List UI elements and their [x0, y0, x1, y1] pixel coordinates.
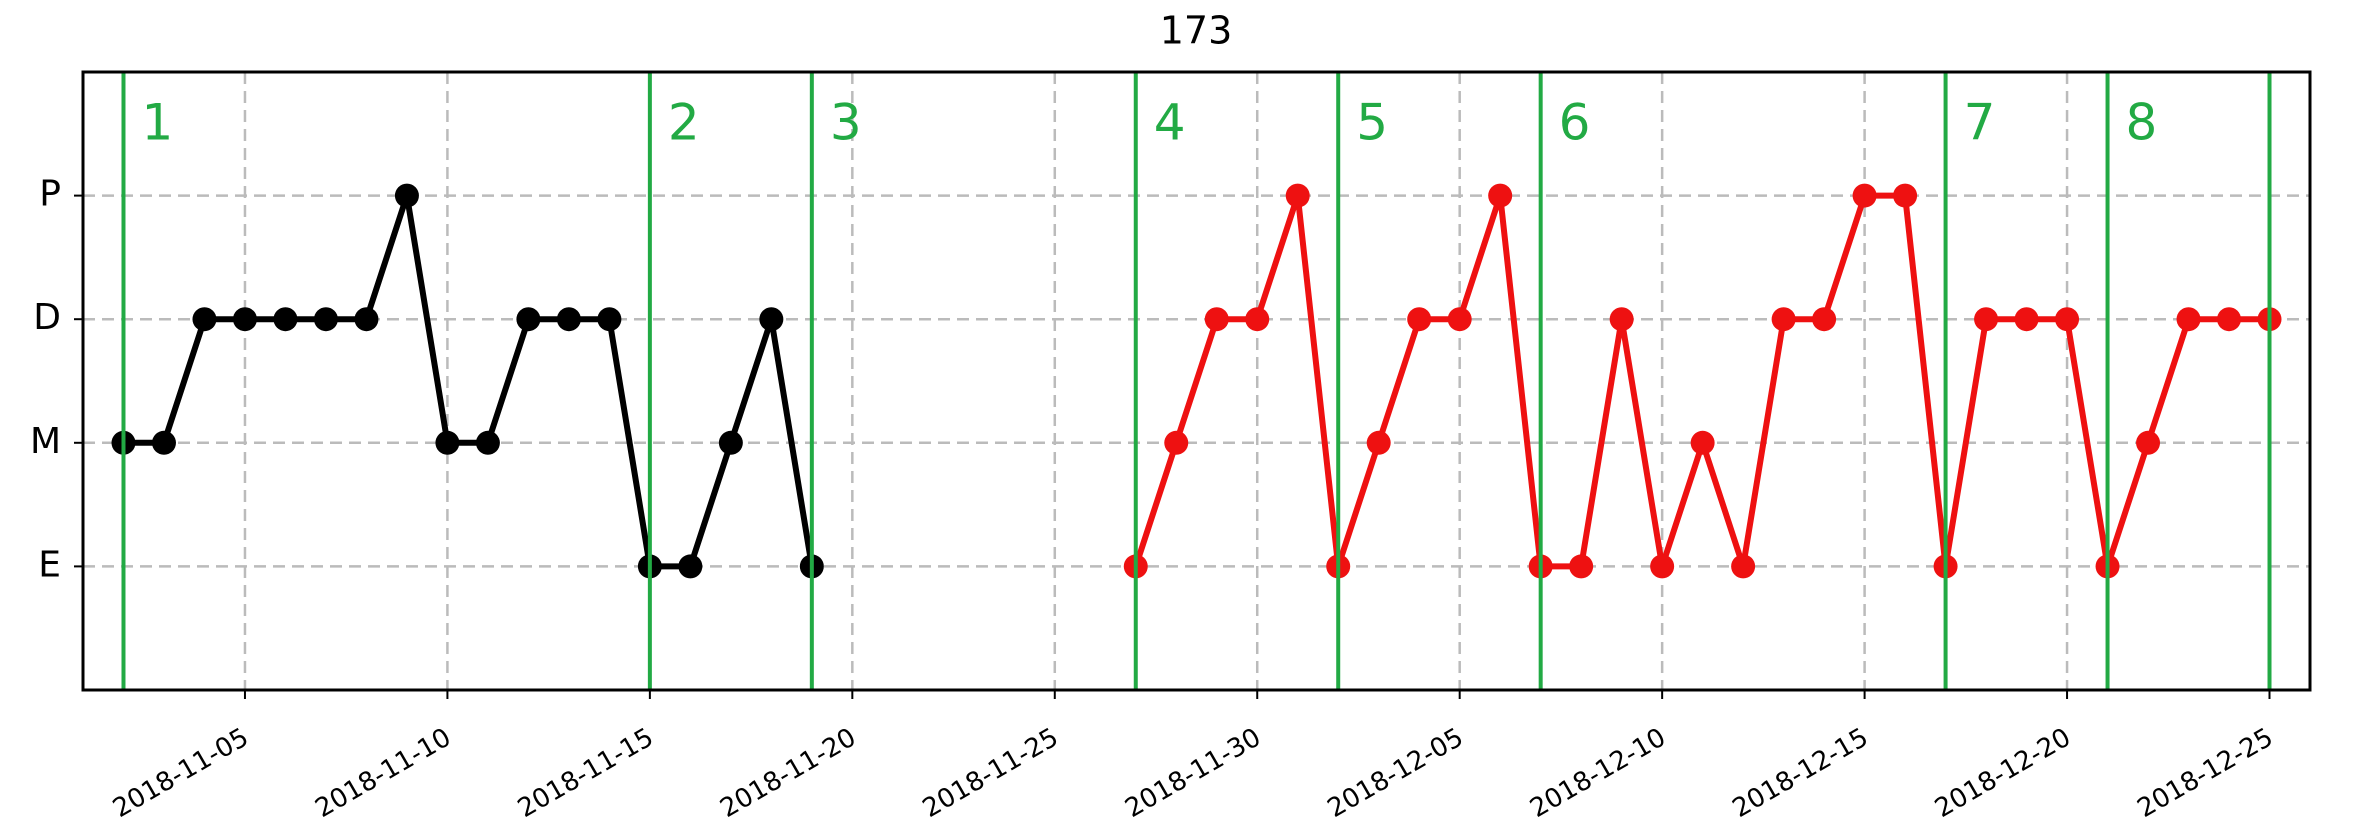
- marker-label: 2: [668, 94, 700, 152]
- point: [151, 430, 176, 455]
- y-tick-label: P: [39, 174, 61, 215]
- point: [1407, 307, 1432, 332]
- point: [192, 307, 217, 332]
- x-tick-label: 2018-12-25: [2133, 723, 2279, 825]
- x-tick-label: 2018-12-05: [1323, 723, 1469, 825]
- point: [1569, 554, 1594, 579]
- y-tick-label: E: [38, 544, 61, 585]
- y-tick-label: D: [33, 297, 61, 338]
- x-tick-label: 2018-12-15: [1728, 723, 1874, 825]
- series-line: [1132, 192, 2270, 570]
- point: [1690, 430, 1715, 455]
- point: [273, 307, 298, 332]
- x-tick-label: 2018-11-20: [715, 723, 861, 825]
- x-tick-label: 2018-11-25: [918, 723, 1064, 825]
- point: [1650, 554, 1675, 579]
- point: [1852, 183, 1877, 208]
- marker-label: 6: [1559, 94, 1591, 152]
- point: [1488, 183, 1513, 208]
- point: [597, 307, 622, 332]
- marker-label: 1: [141, 94, 173, 152]
- marker-label: 5: [1356, 94, 1388, 152]
- point: [1731, 554, 1756, 579]
- plot-frame: [81, 70, 2312, 692]
- point: [1366, 430, 1391, 455]
- point: [1771, 307, 1796, 332]
- point: [718, 430, 743, 455]
- point: [354, 307, 379, 332]
- marker-label: 8: [2126, 94, 2158, 152]
- point: [313, 307, 338, 332]
- point: [2014, 307, 2039, 332]
- point: [759, 307, 784, 332]
- point: [1812, 307, 1837, 332]
- marker-label: 3: [830, 94, 862, 152]
- point: [1164, 430, 1189, 455]
- point: [2055, 307, 2080, 332]
- x-tick-label: 2018-11-10: [310, 723, 456, 825]
- point: [475, 430, 500, 455]
- point: [2136, 430, 2161, 455]
- point: [232, 307, 257, 332]
- x-tick-label: 2018-11-15: [513, 723, 659, 825]
- point: [516, 307, 541, 332]
- x-tick-label: 2018-11-05: [108, 723, 254, 825]
- point: [1609, 307, 1634, 332]
- point: [1245, 307, 1270, 332]
- point: [556, 307, 581, 332]
- marker-label: 7: [1964, 94, 1996, 152]
- point: [1447, 307, 1472, 332]
- series-line: [123, 192, 815, 570]
- point: [2217, 307, 2242, 332]
- y-tick-label: M: [30, 421, 61, 462]
- point: [1204, 307, 1229, 332]
- point: [678, 554, 703, 579]
- point: [394, 183, 419, 208]
- chart-title: 173: [1160, 9, 1233, 53]
- marker-label: 4: [1154, 94, 1186, 152]
- point: [2176, 307, 2201, 332]
- point: [1285, 183, 1310, 208]
- point: [1974, 307, 1999, 332]
- point: [435, 430, 460, 455]
- x-tick-label: 2018-12-20: [1930, 723, 2076, 825]
- point: [1893, 183, 1918, 208]
- x-tick-label: 2018-11-30: [1120, 723, 1266, 825]
- x-tick-label: 2018-12-10: [1525, 723, 1671, 825]
